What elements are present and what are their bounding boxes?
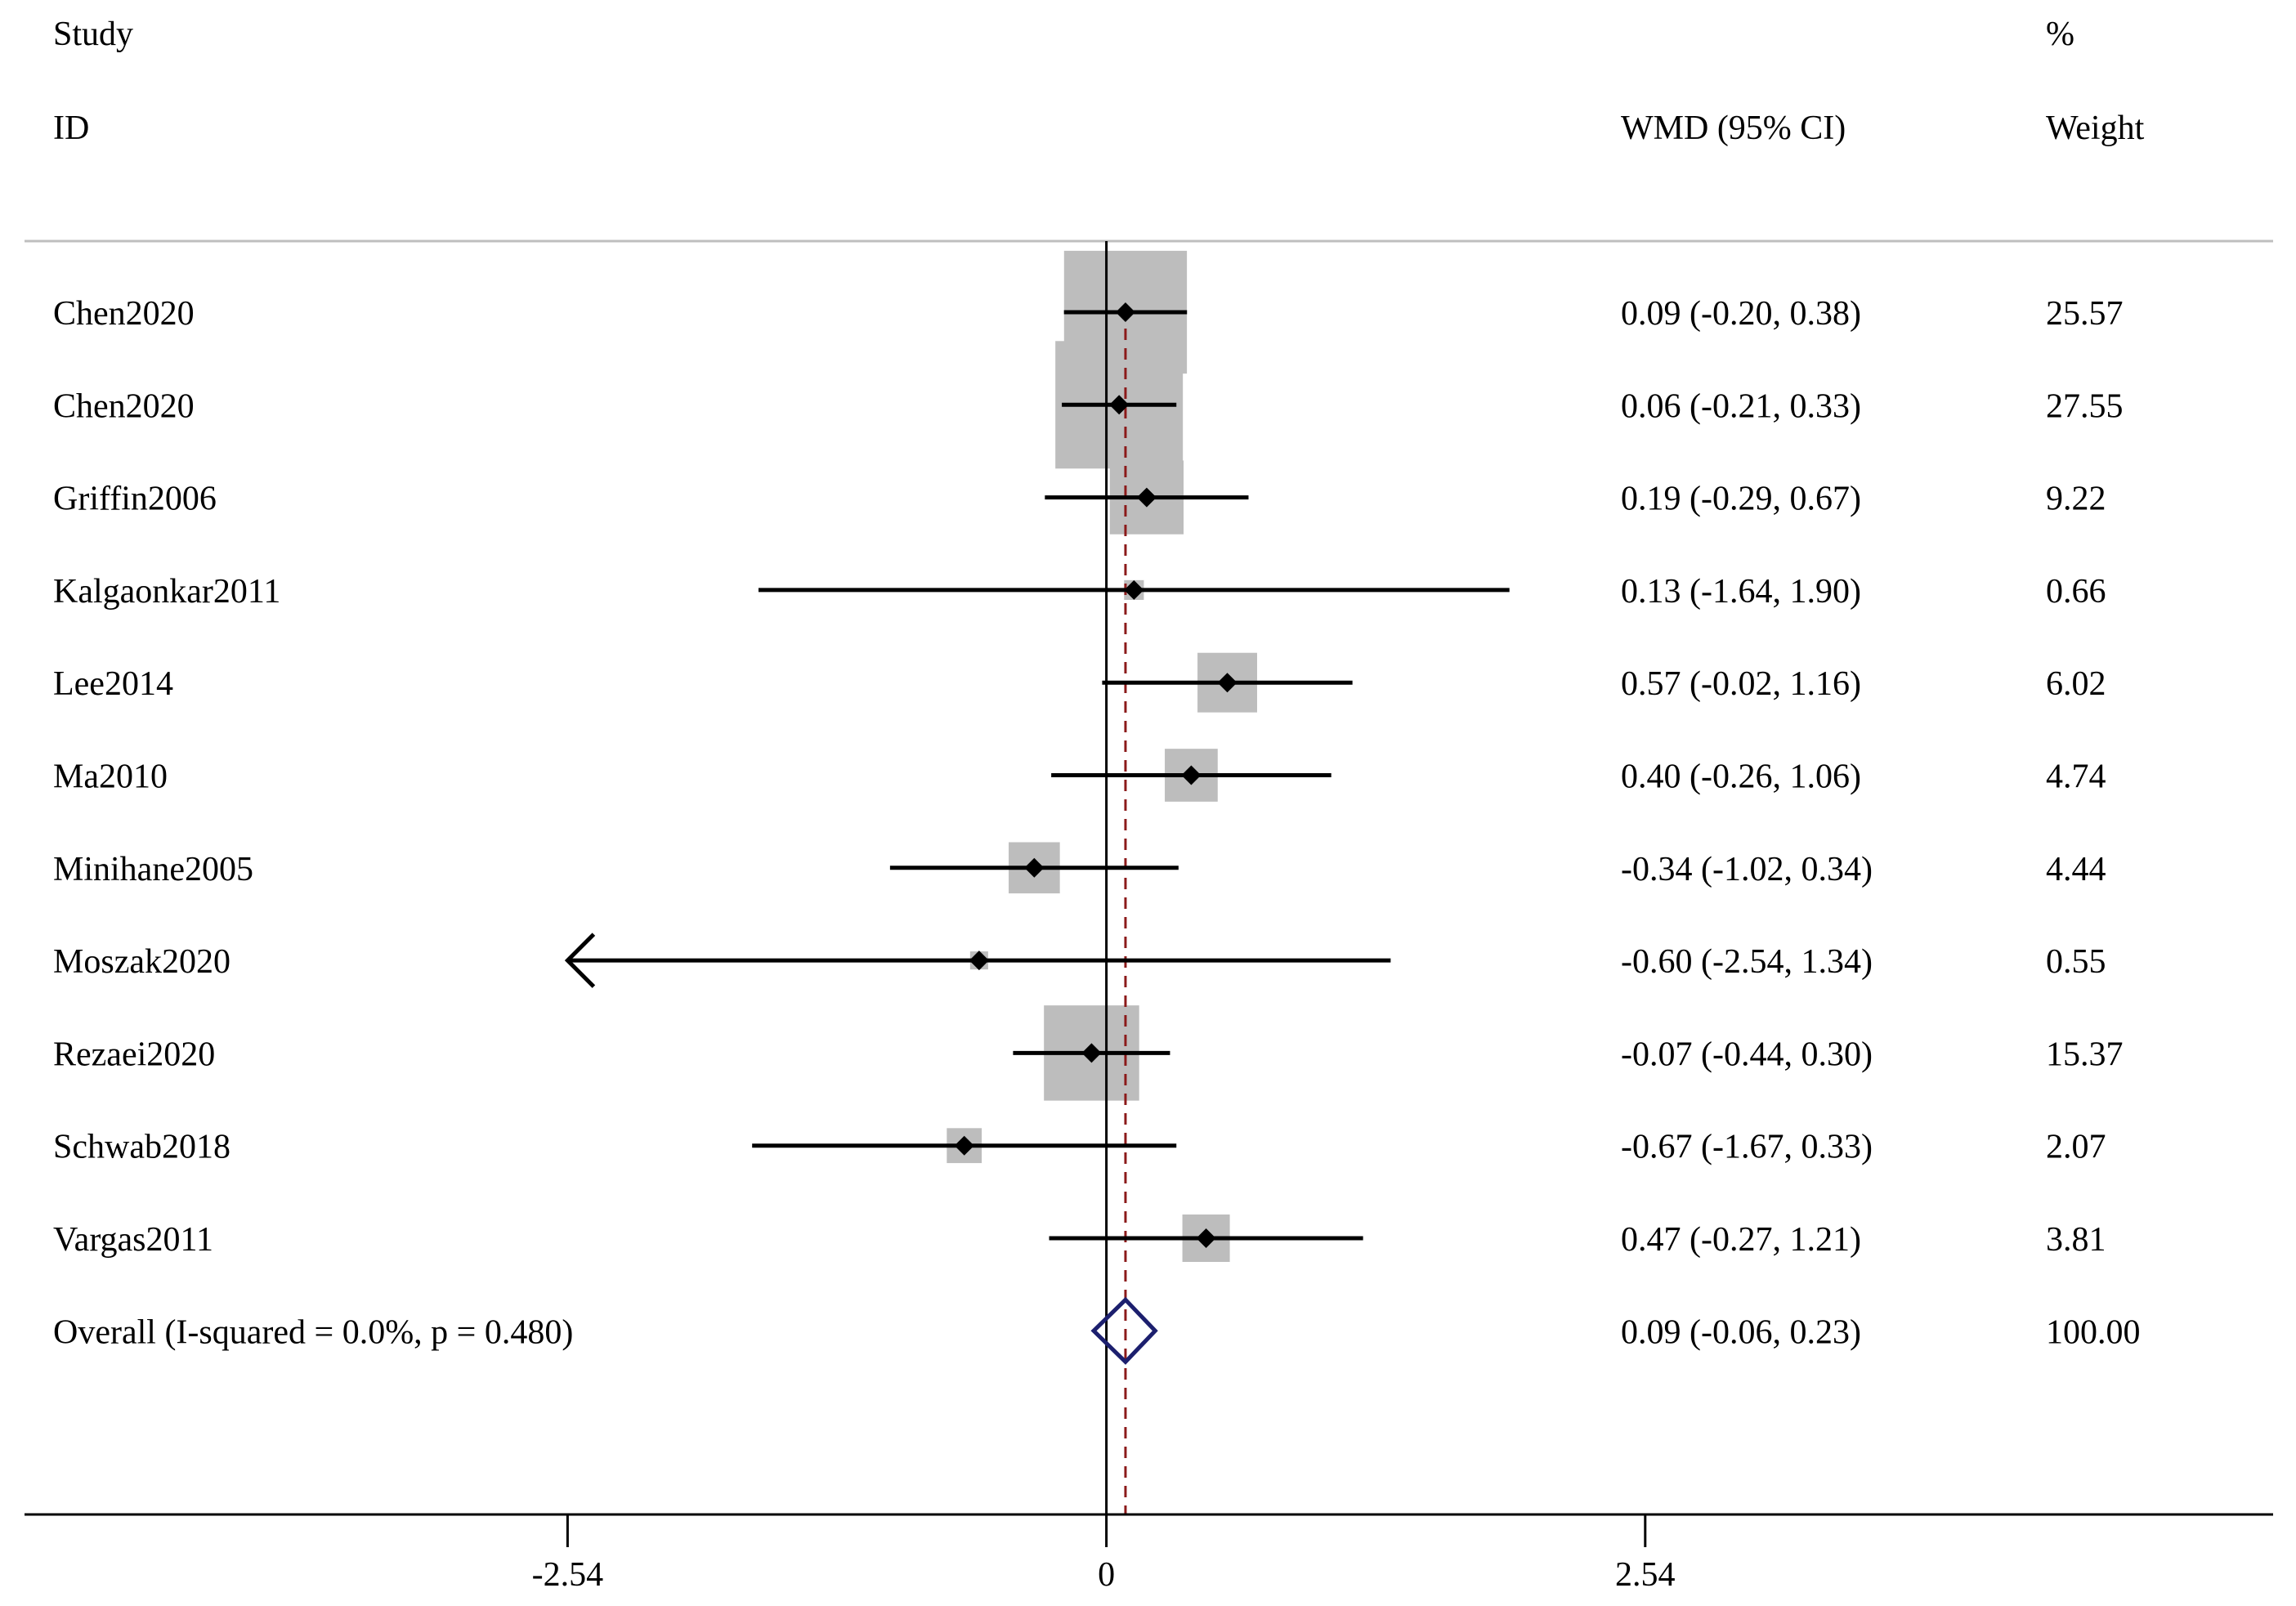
study-label: Chen2020	[53, 387, 195, 425]
study-ci-text: -0.60 (-2.54, 1.34)	[1621, 943, 1873, 981]
header-study: Study	[53, 16, 133, 53]
point-estimate	[954, 1135, 974, 1156]
header-effect: WMD (95% CI)	[1621, 110, 1846, 147]
point-estimate	[1124, 579, 1144, 600]
point-estimate	[969, 951, 989, 971]
overall-weight-text: 100.00	[2046, 1313, 2141, 1351]
header-weight-percent: %	[2046, 16, 2074, 53]
study-weight-text: 25.57	[2046, 295, 2124, 333]
study-weight-text: 0.55	[2046, 943, 2106, 981]
header-id: ID	[53, 110, 89, 147]
study-label: Kalgaonkar2011	[53, 573, 280, 611]
study-label: Schwab2018	[53, 1129, 230, 1166]
study-ci-text: 0.13 (-1.64, 1.90)	[1621, 573, 1861, 611]
overall-label: Overall (I-squared = 0.0%, p = 0.480)	[53, 1313, 573, 1351]
reference-lines	[1105, 241, 1127, 1514]
study-label: Vargas2011	[53, 1221, 213, 1259]
point-estimate	[1081, 1043, 1102, 1063]
point-estimate	[1196, 1228, 1216, 1248]
ci-arrow-icon	[564, 933, 596, 988]
study-weight-text: 27.55	[2046, 387, 2124, 425]
study-weight-text: 15.37	[2046, 1036, 2124, 1073]
point-estimate	[1024, 857, 1045, 878]
study-ci-text: -0.34 (-1.02, 0.34)	[1621, 851, 1873, 888]
x-axis: -2.54 0 2.54	[25, 1513, 2273, 1594]
overall-diamond	[1090, 1296, 1158, 1365]
x-tick-label: 0	[1098, 1556, 1115, 1594]
study-weight-text: 4.44	[2046, 851, 2106, 888]
study-weight-text: 4.74	[2046, 758, 2106, 796]
study-label: Rezaei2020	[53, 1036, 215, 1073]
study-label: Ma2010	[53, 758, 168, 796]
point-estimate	[1217, 673, 1238, 693]
study-ci-text: 0.09 (-0.20, 0.38)	[1621, 295, 1861, 333]
study-ci-text: 0.57 (-0.02, 1.16)	[1621, 665, 1861, 703]
study-ci-text: 0.47 (-0.27, 1.21)	[1621, 1221, 1861, 1259]
study-ci-text: 0.06 (-0.21, 0.33)	[1621, 387, 1861, 425]
study-label: Griffin2006	[53, 481, 217, 518]
point-estimates	[954, 302, 1238, 1365]
header-area: Study ID WMD (95% CI) % Weight	[25, 16, 2273, 243]
overall-ci-text: 0.09 (-0.06, 0.23)	[1621, 1313, 1861, 1351]
x-tick-label: 2.54	[1615, 1556, 1676, 1594]
weight-boxes	[947, 250, 1257, 1263]
study-ci-text: -0.67 (-1.67, 0.33)	[1621, 1129, 1873, 1166]
point-estimate	[1109, 395, 1130, 415]
study-ci-text: -0.07 (-0.44, 0.30)	[1621, 1036, 1873, 1073]
header-weight: Weight	[2046, 110, 2145, 147]
study-label: Chen2020	[53, 295, 195, 333]
study-ci-text: 0.40 (-0.26, 1.06)	[1621, 758, 1861, 796]
study-weight-text: 9.22	[2046, 481, 2106, 518]
point-estimate	[1115, 302, 1135, 322]
study-weight-text: 3.81	[2046, 1221, 2106, 1259]
study-weight-text: 6.02	[2046, 665, 2106, 703]
row-labels: Chen2020 0.09 (-0.20, 0.38) 25.57 Chen2020 0…	[53, 295, 2141, 1351]
point-estimate	[1136, 487, 1157, 508]
point-estimate	[1181, 765, 1202, 785]
study-label: Lee2014	[53, 665, 173, 703]
x-tick-label: -2.54	[532, 1556, 604, 1594]
study-label: Moszak2020	[53, 943, 230, 981]
confidence-intervals	[564, 310, 1510, 1241]
study-weight-text: 2.07	[2046, 1129, 2106, 1166]
study-ci-text: 0.19 (-0.29, 0.67)	[1621, 481, 1861, 518]
study-label: Minihane2005	[53, 851, 253, 888]
study-weight-text: 0.66	[2046, 573, 2106, 611]
